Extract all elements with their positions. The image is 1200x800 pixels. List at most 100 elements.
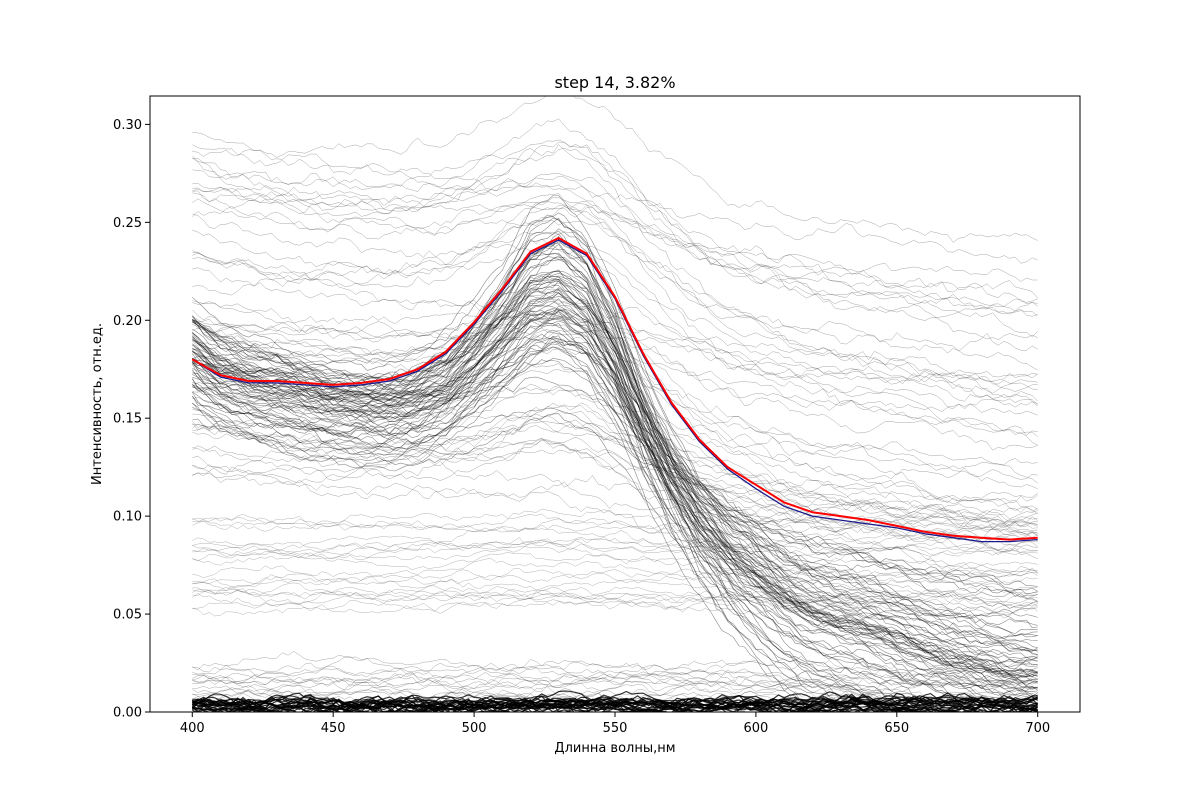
- spectrum-curve: [192, 517, 1038, 545]
- spectrum-curve: [192, 278, 1038, 676]
- spectrum-curve: [192, 258, 898, 712]
- spectrum-curve: [192, 298, 1038, 512]
- spectrum-curve: [192, 259, 1036, 712]
- spectrum-curve: [192, 590, 1038, 614]
- spectrum-curve: [192, 141, 1038, 310]
- spectrum-curve: [192, 252, 1038, 674]
- y-tick-label: 0.05: [113, 608, 142, 623]
- spectrum-curve: [192, 384, 1038, 595]
- spectrum-curve: [192, 508, 1038, 529]
- spectrum-curve: [192, 333, 1038, 649]
- spectrum-curve: [192, 472, 1038, 539]
- x-tick-label: 500: [462, 721, 487, 736]
- background-curves: [191, 96, 1039, 712]
- spectrum-curve: [192, 316, 1038, 416]
- spectrum-curve: [192, 386, 1038, 560]
- spectrum-curve: [192, 683, 1038, 704]
- spectrum-curve: [192, 288, 1038, 406]
- spectrum-curve: [192, 280, 1038, 677]
- spectrum-curve: [192, 694, 1038, 712]
- spectrum-curve: [192, 270, 1038, 676]
- spectrum-curve: [192, 329, 1038, 661]
- spectrum-curve: [192, 436, 1038, 520]
- spectrum-curve: [192, 586, 1038, 619]
- spectrum-curve: [192, 372, 1038, 480]
- spectrum-curve: [192, 197, 1038, 379]
- spectrum-curve: [192, 257, 1038, 407]
- red-series-line: [191, 237, 1038, 541]
- spectrum-curve: [192, 205, 1038, 390]
- spectrum-curve: [192, 305, 1038, 677]
- spectrum-curve: [192, 420, 1038, 513]
- spectrum-curve: [192, 582, 1038, 607]
- spectrum-curve: [192, 671, 1038, 688]
- spectrum-curve: [192, 285, 1038, 712]
- spectrum-curve: [192, 566, 1038, 588]
- spectrum-curve: [192, 514, 1038, 534]
- spectrum-curve: [192, 139, 1038, 312]
- spectrum-curve: [192, 282, 1038, 382]
- spectrum-curve: [192, 280, 1038, 637]
- spectrum-curve: [192, 229, 1038, 446]
- chart-title: step 14, 3.82%: [554, 73, 675, 92]
- spectrum-curve: [192, 118, 1038, 340]
- spectrum-curve: [192, 182, 1038, 299]
- spectrum-curve: [192, 241, 1037, 712]
- spectrum-curve: [192, 538, 1038, 561]
- spectrum-curve: [192, 96, 1038, 243]
- y-tick-label: 0.25: [113, 216, 142, 231]
- spectrum-curve: [192, 376, 1038, 587]
- spectrum-curve: [192, 321, 1038, 394]
- spectrum-curve: [192, 674, 1038, 693]
- spectrum-curve: [192, 671, 1038, 690]
- spectrum-curve: [192, 464, 1038, 610]
- spectrum-curve: [192, 309, 1038, 527]
- spectrum-curve: [192, 695, 1038, 712]
- spectrum-curve: [192, 421, 1038, 507]
- spectrum-curve: [192, 346, 1038, 706]
- spectrum-curve: [192, 343, 1038, 593]
- spectrum-curve: [192, 287, 1038, 634]
- spectrum-curve: [192, 402, 1038, 542]
- spectrum-curve: [192, 322, 1038, 670]
- x-axis-label: Длинна волны,нм: [554, 741, 675, 756]
- spectrum-curve: [192, 575, 1038, 596]
- spectrum-curve: [192, 696, 1038, 712]
- spectrum-curve: [192, 551, 1038, 578]
- spectrum-curve: [192, 309, 1038, 609]
- highlighted-curves: [191, 237, 1038, 543]
- spectrum-curve: [192, 313, 1038, 666]
- spectrum-curve: [192, 335, 1038, 484]
- spectrum-curve: [192, 269, 848, 712]
- spectrum-curve: [192, 313, 1038, 629]
- plot-area: [191, 96, 1039, 712]
- spectrum-curve: [192, 402, 1038, 515]
- spectrum-curve: [192, 187, 1038, 303]
- spectrum-curve: [192, 586, 1038, 610]
- spectrum-curve: [192, 600, 1038, 617]
- spectrum-curve: [192, 289, 1038, 675]
- spectrum-curve: [192, 348, 1038, 528]
- spectrum-curve: [192, 295, 1038, 709]
- spectrum-curve: [192, 149, 1038, 264]
- spectrum-curve: [192, 320, 1038, 626]
- spectrum-curve: [192, 691, 1038, 712]
- spectrum-curve: [192, 558, 1038, 584]
- spectrum-curve: [192, 351, 1038, 602]
- spectrum-curve: [192, 410, 1038, 524]
- y-tick-label: 0.10: [113, 510, 142, 525]
- spectrum-curve: [192, 147, 1038, 317]
- y-tick-label: 0.30: [113, 118, 142, 133]
- spectrum-curve: [192, 421, 1038, 535]
- spectrum-curve: [192, 340, 827, 712]
- spectrum-curve: [192, 536, 1038, 562]
- spectrum-curve: [192, 665, 1038, 681]
- spectrum-curve: [192, 195, 1038, 667]
- y-tick-label: 0.00: [113, 706, 142, 721]
- spectrum-curve: [192, 276, 1038, 682]
- spectrum-curve: [192, 248, 1038, 652]
- x-axis-ticks: 400 450 500 550 600 650 700: [180, 712, 1050, 736]
- spectrum-curve: [192, 666, 1038, 689]
- spectrum-curve: [192, 688, 1038, 705]
- spectrum-curve: [192, 335, 1038, 652]
